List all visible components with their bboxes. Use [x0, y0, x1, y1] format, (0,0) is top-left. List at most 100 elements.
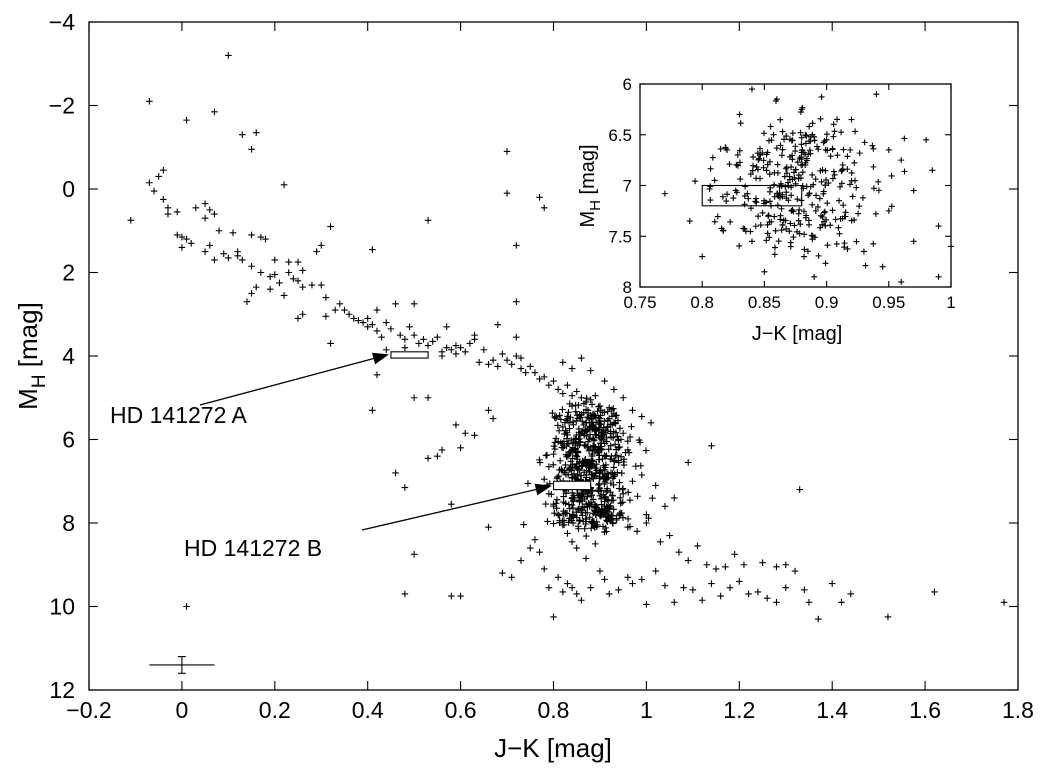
data-point [792, 166, 799, 173]
data-point [898, 278, 905, 285]
data-point [820, 218, 827, 225]
data-point [809, 201, 816, 208]
data-point [860, 248, 867, 255]
data-point [596, 492, 604, 500]
data-point [566, 505, 573, 512]
data-point [734, 151, 741, 158]
data-point [798, 141, 805, 148]
data-point [575, 435, 582, 443]
data-point [698, 596, 706, 604]
data-point [614, 469, 621, 476]
data-point [597, 445, 604, 453]
data-point [513, 352, 520, 360]
inset-y-axis-label-main: M [577, 211, 599, 228]
data-point [471, 336, 478, 343]
data-point [591, 500, 599, 508]
data-point [789, 130, 796, 137]
data-point [536, 548, 543, 556]
data-point [581, 525, 588, 533]
data-point [811, 137, 818, 144]
data-point [549, 461, 557, 469]
data-point [603, 528, 610, 535]
y-tick-label: 10 [49, 594, 75, 620]
data-point [670, 599, 678, 606]
data-point [587, 460, 594, 468]
data-point [603, 517, 610, 524]
data-point [609, 492, 616, 500]
data-point [736, 578, 743, 585]
data-point [578, 596, 585, 604]
data-point [844, 245, 851, 252]
data-point [234, 252, 241, 260]
data-point [629, 580, 636, 587]
data-point [638, 413, 646, 420]
data-point [569, 504, 577, 512]
error-bar [149, 656, 215, 674]
data-point [589, 434, 597, 442]
data-point [553, 496, 561, 504]
data-point [707, 183, 714, 190]
data-point [844, 166, 851, 173]
data-point [870, 240, 877, 247]
x-tick-label: 1.4 [816, 697, 848, 723]
data-point [789, 156, 796, 163]
data-point [813, 192, 820, 199]
data-point [485, 406, 492, 414]
data-point [824, 242, 831, 249]
data-point [545, 381, 553, 389]
data-point [818, 178, 825, 185]
y-tick-label: 12 [49, 677, 75, 703]
data-point [929, 167, 936, 174]
data-point [838, 129, 845, 136]
data-point [178, 244, 186, 251]
data-point [734, 162, 741, 169]
data-point [759, 559, 766, 566]
data-point [763, 167, 770, 174]
data-point [814, 203, 821, 210]
data-point [564, 452, 572, 460]
highlight-box [552, 480, 592, 491]
data-point [424, 394, 432, 402]
data-point [590, 412, 598, 419]
data-point [604, 487, 611, 494]
data-point [708, 442, 715, 450]
data-point [761, 268, 768, 275]
data-point [848, 116, 855, 123]
data-point [642, 447, 650, 454]
data-point [824, 200, 831, 207]
data-point [243, 298, 251, 306]
data-point [350, 315, 358, 322]
data-point [821, 209, 828, 216]
data-point [590, 518, 598, 525]
data-point [562, 461, 569, 469]
data-point [711, 218, 718, 225]
data-point [524, 480, 532, 487]
data-point [607, 442, 615, 449]
data-point [438, 446, 446, 454]
data-point [828, 580, 836, 587]
data-point [466, 340, 474, 347]
data-point [257, 269, 265, 276]
data-point [596, 473, 603, 481]
data-point [855, 210, 862, 217]
data-point [201, 214, 209, 222]
data-point [566, 515, 573, 522]
data-point [589, 496, 597, 503]
data-point [513, 298, 520, 306]
data-point [870, 185, 877, 192]
data-point [819, 221, 826, 228]
data-point [849, 193, 856, 200]
data-point [610, 386, 618, 393]
data-point [632, 462, 640, 470]
data-point [791, 222, 798, 229]
data-point [369, 246, 376, 253]
data-point [294, 258, 302, 266]
data-point [211, 108, 218, 116]
data-point [684, 459, 692, 466]
data-point [557, 439, 565, 447]
data-point [573, 590, 581, 598]
data-point [597, 495, 605, 503]
data-point [799, 169, 806, 176]
data-point [829, 175, 836, 182]
